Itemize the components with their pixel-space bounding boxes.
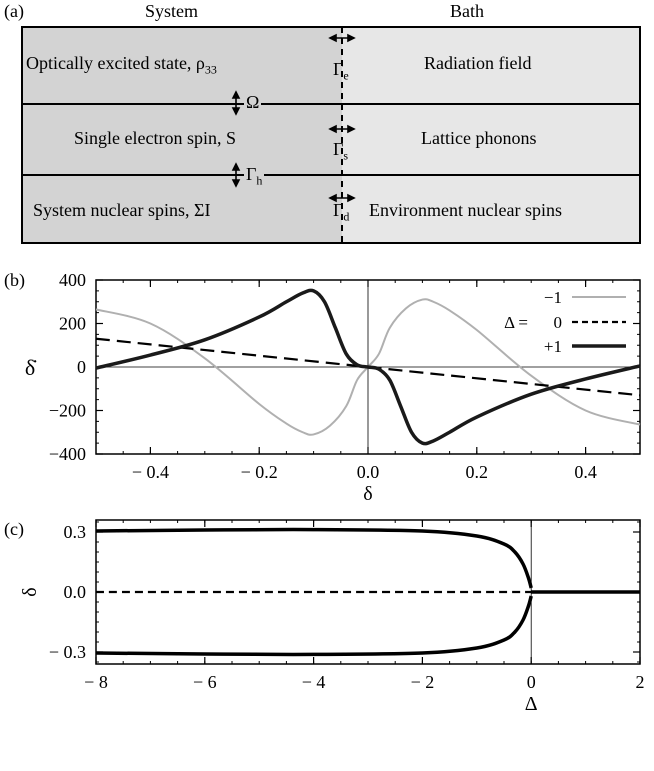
- x-tick-label: − 2: [411, 672, 435, 692]
- x-tick-label: 0.2: [466, 462, 489, 482]
- bath-row-environment: Environment nuclear spins: [369, 200, 562, 220]
- gamma-h-arrow: [231, 162, 241, 188]
- y-tick-label: −400: [49, 444, 86, 464]
- series-line-2: [95, 288, 641, 446]
- legend-label: −1: [544, 288, 562, 307]
- branch-line-0: [95, 527, 533, 589]
- x-tick-label: 0: [527, 672, 536, 692]
- panel-b-label: (b): [4, 270, 25, 290]
- gamma-h-label: Γh: [244, 164, 265, 189]
- y-tick-label: 0.0: [64, 582, 87, 602]
- system-region: [22, 27, 342, 243]
- x-tick-label: − 8: [84, 672, 108, 692]
- x-axis-label: Δ: [525, 693, 538, 715]
- gamma-d-label: Γd: [333, 200, 350, 224]
- x-tick-label: − 4: [302, 672, 326, 692]
- system-row-electron: Single electron spin, S: [74, 128, 236, 148]
- y-axis-label: δ: [19, 587, 41, 596]
- legend-label: 0: [554, 313, 563, 332]
- x-tick-label: 0.0: [357, 462, 380, 482]
- x-tick-label: − 0.2: [241, 462, 278, 482]
- y-tick-label: 400: [59, 270, 86, 290]
- system-header: System: [145, 1, 199, 21]
- omega-label: Ω: [244, 92, 262, 113]
- x-axis-label: δ: [363, 483, 372, 505]
- y-axis-label: δ̇: [25, 355, 37, 380]
- y-tick-label: 200: [59, 314, 86, 334]
- diagram-frame: [21, 26, 641, 244]
- legend-label: +1: [544, 337, 562, 356]
- omega-arrow: [231, 90, 241, 116]
- panel-a-label: (a): [4, 1, 24, 21]
- bath-row-phonons: Lattice phonons: [421, 128, 537, 148]
- system-row-excited: Optically excited state, ρ33: [26, 53, 217, 77]
- gamma-s-arrow: [328, 124, 356, 134]
- x-tick-label: 0.4: [574, 462, 597, 482]
- panel-c-label: (c): [4, 519, 24, 539]
- legend-prefix: Δ =: [504, 313, 528, 332]
- y-tick-label: − 0.3: [49, 642, 86, 662]
- bath-header: Bath: [450, 1, 484, 21]
- x-tick-label: − 0.4: [132, 462, 169, 482]
- gamma-d-arrow: [328, 193, 356, 203]
- gamma-s-label: Γs: [333, 139, 349, 163]
- bath-region: [342, 27, 640, 243]
- y-tick-label: 0.3: [64, 522, 87, 542]
- x-tick-label: − 6: [193, 672, 217, 692]
- x-tick-label: 2: [636, 672, 645, 692]
- gamma-e-arrow: [328, 33, 356, 43]
- bath-row-radiation: Radiation field: [424, 53, 532, 73]
- system-row-nuclear: System nuclear spins, ΣI: [33, 200, 211, 220]
- branch-line-1: [95, 595, 533, 657]
- y-tick-label: 0: [77, 357, 86, 377]
- y-tick-label: −200: [49, 401, 86, 421]
- gamma-e-label: Γe: [333, 59, 349, 83]
